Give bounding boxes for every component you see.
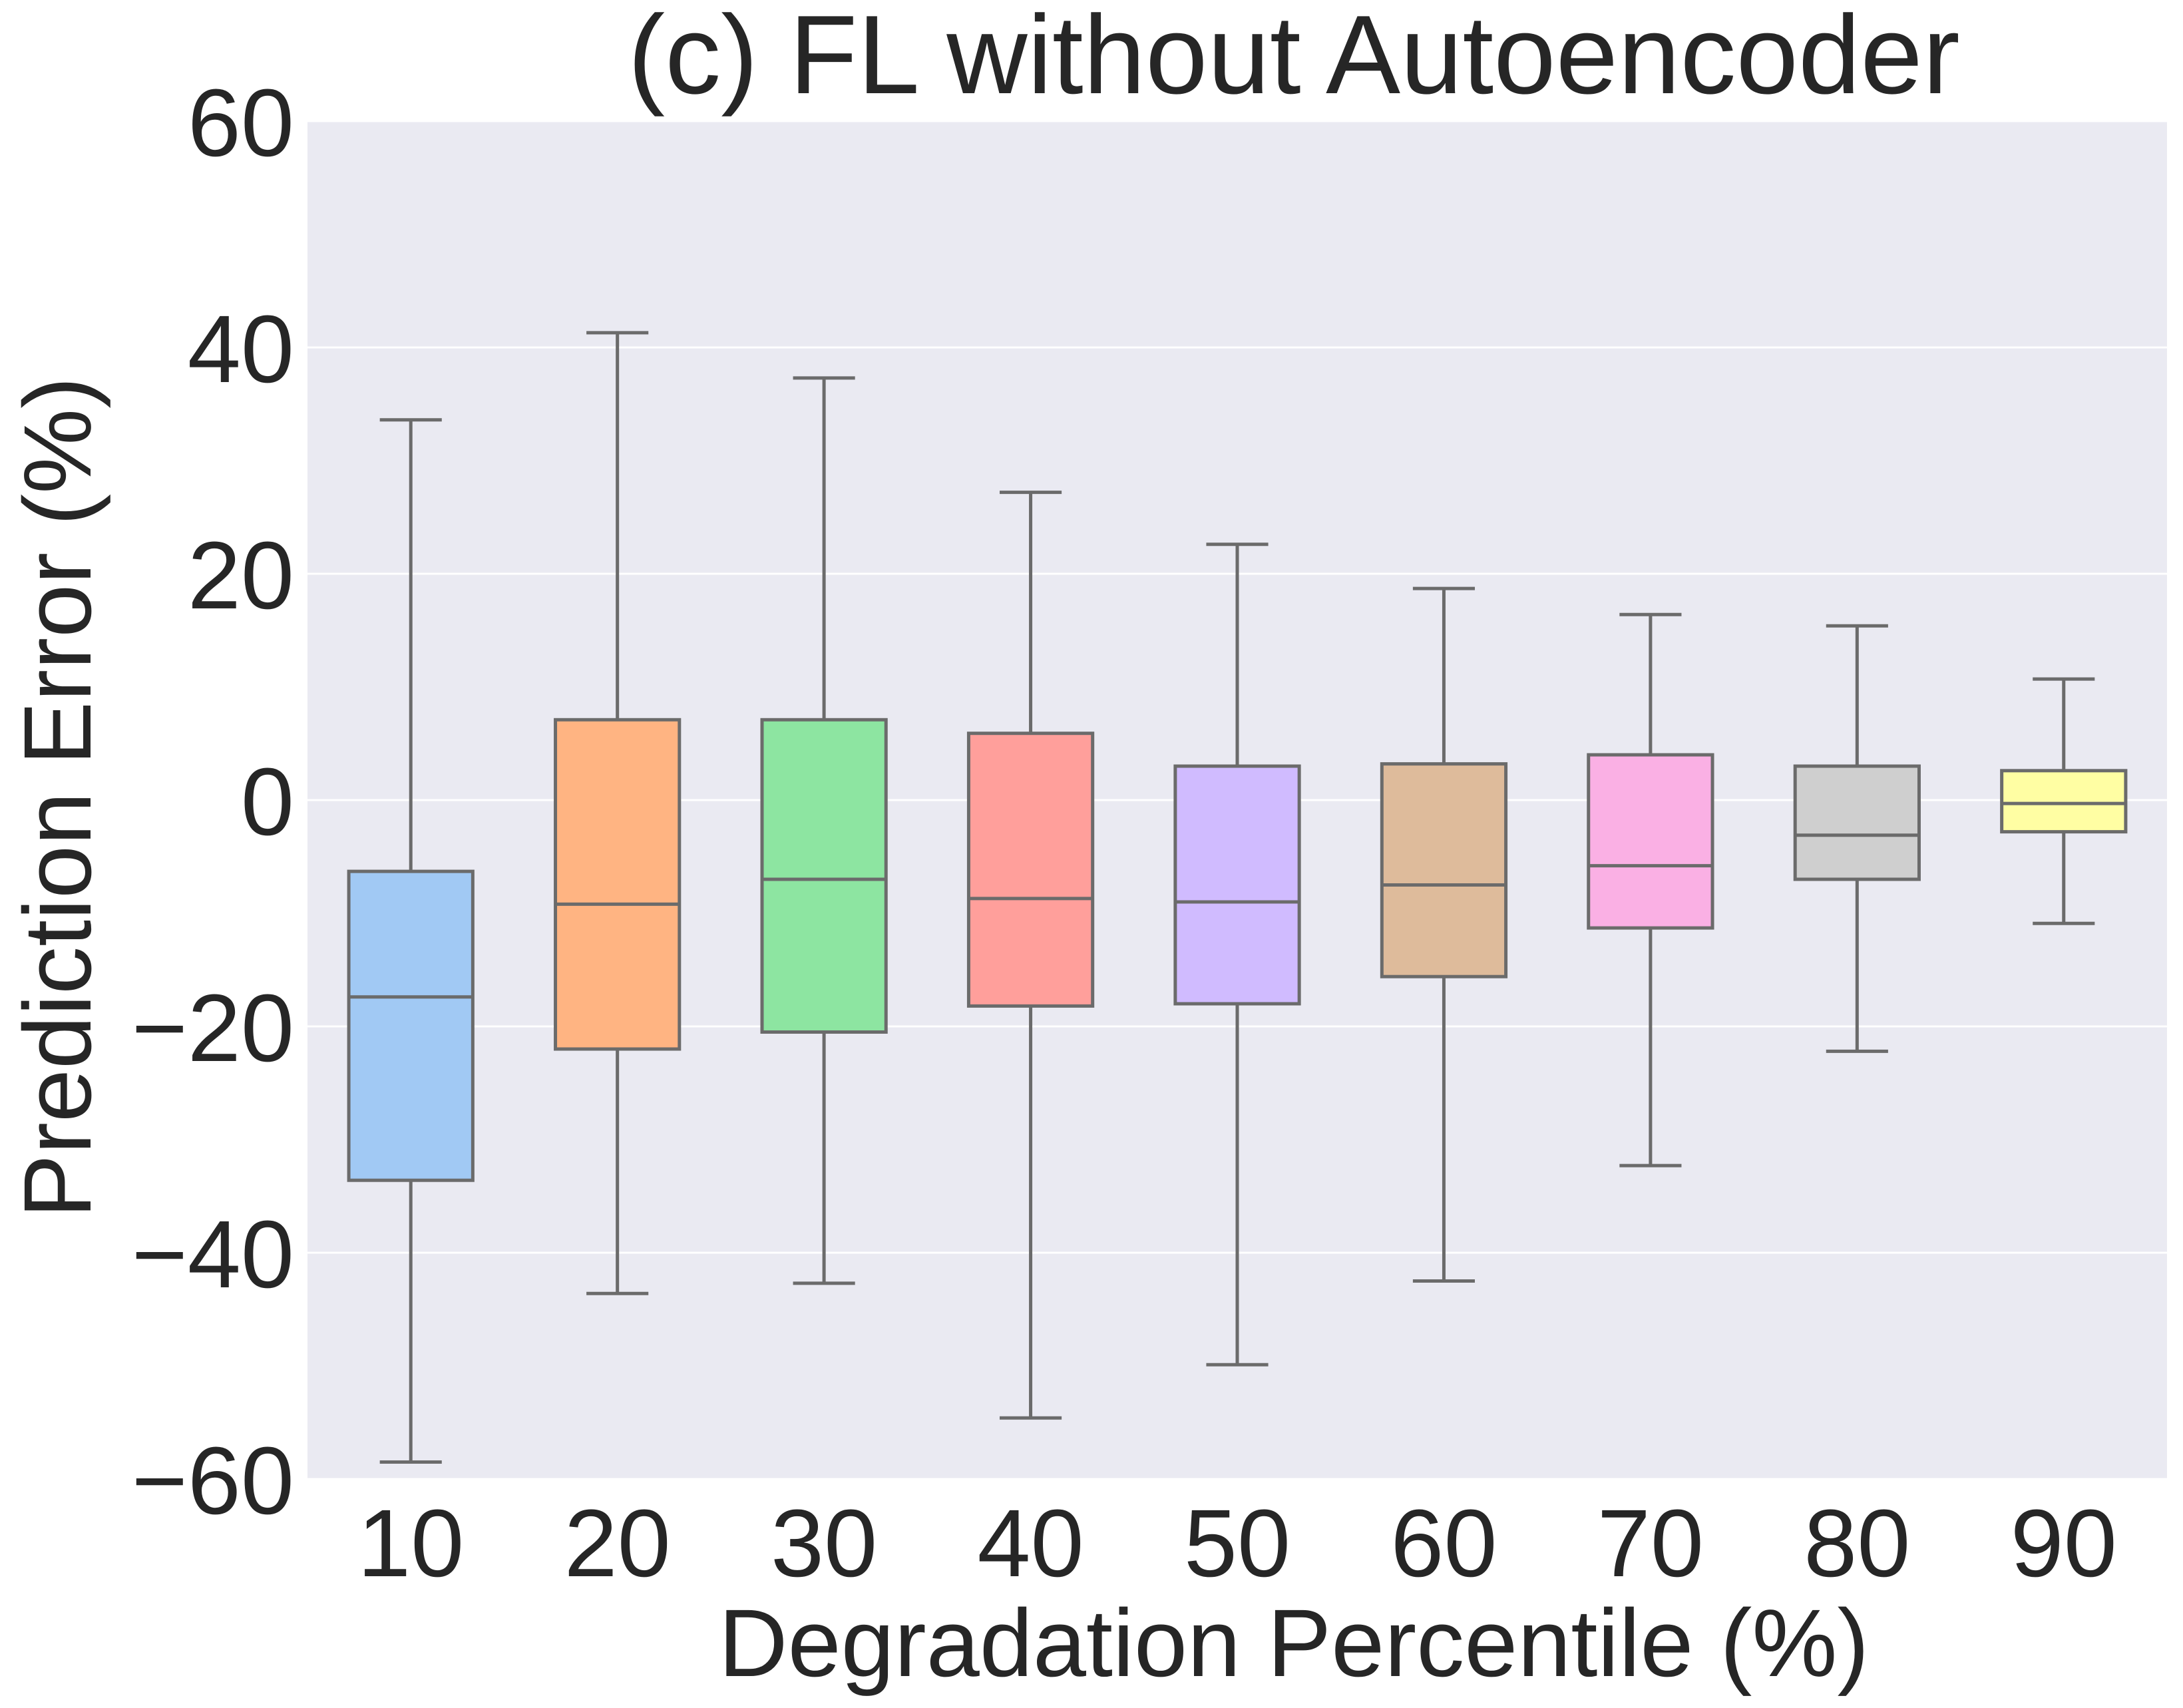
iqr-box: [760, 718, 888, 1034]
box-30: [760, 376, 888, 1285]
box-70: [1587, 612, 1714, 1168]
y-tick-label: 0: [241, 748, 294, 855]
x-tick-label: 10: [357, 1490, 464, 1597]
box-50: [1173, 542, 1301, 1367]
chart-title: (c) FL without Autoencoder: [628, 0, 1959, 117]
iqr-box: [1793, 764, 1921, 881]
x-tick-label: 20: [564, 1490, 671, 1597]
y-tick-label: −60: [132, 1427, 294, 1534]
x-tick-label: 80: [1804, 1490, 1910, 1597]
y-tick-label: −40: [132, 1201, 294, 1308]
iqr-box: [1380, 762, 1508, 978]
x-tick-label: 50: [1184, 1490, 1290, 1597]
x-tick-label: 40: [977, 1490, 1084, 1597]
box-90: [2000, 677, 2128, 925]
box-series: [347, 331, 2128, 1464]
box-80: [1793, 624, 1921, 1053]
iqr-box: [347, 869, 475, 1182]
x-axis-ticks: 10 20 30 40 50 60 70 80 90: [357, 1490, 2117, 1597]
box-20: [554, 331, 682, 1295]
y-tick-label: 20: [188, 522, 294, 629]
iqr-box: [2000, 769, 2128, 834]
box-60: [1380, 586, 1508, 1283]
x-tick-label: 70: [1597, 1490, 1704, 1597]
iqr-box: [1173, 764, 1301, 1006]
x-tick-label: 90: [2011, 1490, 2117, 1597]
x-tick-label: 60: [1390, 1490, 1497, 1597]
y-tick-label: 40: [188, 296, 294, 403]
y-axis-ticks: 60 40 20 0 −20 −40 −60: [132, 69, 294, 1534]
x-tick-label: 30: [771, 1490, 877, 1597]
y-axis-label: Prediction Error (%): [4, 377, 111, 1218]
iqr-box: [1587, 753, 1714, 930]
iqr-box: [966, 732, 1095, 1008]
box-40: [966, 491, 1095, 1420]
iqr-box: [554, 718, 682, 1051]
y-tick-label: 60: [188, 69, 294, 176]
x-axis-label: Degradation Percentile (%): [719, 1590, 1870, 1697]
y-tick-label: −20: [132, 974, 294, 1082]
box-10: [347, 418, 475, 1464]
